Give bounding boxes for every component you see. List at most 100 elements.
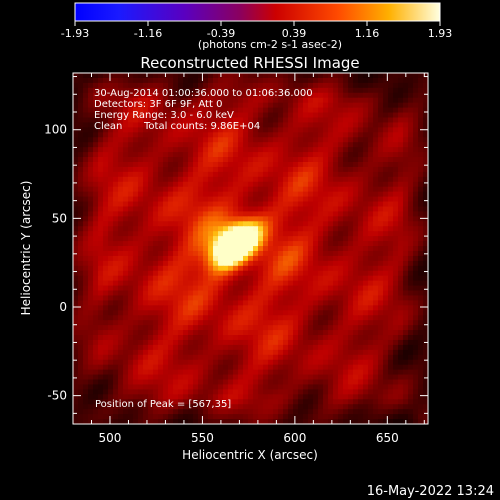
heatmap-cell xyxy=(203,389,209,395)
heatmap-cell xyxy=(323,414,329,420)
heatmap-cell xyxy=(73,206,79,213)
heatmap-cell xyxy=(168,102,174,109)
heatmap-cell xyxy=(243,364,249,371)
heatmap-cell xyxy=(123,92,129,99)
heatmap-cell xyxy=(143,191,149,198)
heatmap-cell xyxy=(218,374,224,381)
heatmap-cell xyxy=(238,87,244,94)
heatmap-cell xyxy=(233,409,239,415)
heatmap-cell xyxy=(83,127,89,133)
heatmap-cell xyxy=(278,394,284,400)
heatmap-cell xyxy=(353,166,359,173)
heatmap-cell xyxy=(253,339,259,346)
heatmap-cell xyxy=(253,241,259,247)
heatmap-cell xyxy=(248,226,254,232)
heatmap-cell xyxy=(113,325,119,331)
heatmap-cell xyxy=(103,394,109,400)
heatmap-cell xyxy=(183,186,189,193)
heatmap-cell xyxy=(418,295,424,301)
heatmap-cell xyxy=(233,236,239,242)
heatmap-cell xyxy=(208,226,214,232)
heatmap-cell xyxy=(148,73,154,79)
heatmap-cell xyxy=(163,349,169,356)
heatmap-cell xyxy=(393,152,399,158)
heatmap-cell xyxy=(233,127,239,133)
heatmap-cell xyxy=(408,290,414,297)
heatmap-cell xyxy=(418,147,424,153)
heatmap-cell xyxy=(183,152,189,158)
heatmap-cell xyxy=(268,201,274,208)
heatmap-cell xyxy=(408,97,414,104)
heatmap-cell xyxy=(228,231,234,237)
heatmap-cell xyxy=(203,300,209,306)
heatmap-cell xyxy=(353,339,359,346)
heatmap-cell xyxy=(158,275,164,282)
heatmap-cell xyxy=(243,270,249,277)
heatmap-cell xyxy=(93,87,99,94)
heatmap-cell xyxy=(263,226,269,232)
heatmap-cell xyxy=(413,171,419,178)
heatmap-cell xyxy=(78,206,84,213)
heatmap-cell xyxy=(73,112,79,119)
heatmap-cell xyxy=(363,290,369,297)
heatmap-cell xyxy=(203,92,209,99)
heatmap-cell xyxy=(368,320,374,326)
heatmap-cell xyxy=(363,166,369,173)
heatmap-cell xyxy=(88,300,94,306)
heatmap-cell xyxy=(98,226,104,232)
heatmap-cell xyxy=(163,201,169,208)
heatmap-cell xyxy=(203,270,209,277)
heatmap-cell xyxy=(143,92,149,99)
heatmap-cell xyxy=(328,166,334,173)
heatmap-cell xyxy=(228,349,234,356)
heatmap-cell xyxy=(133,231,139,237)
heatmap-cell xyxy=(388,166,394,173)
heatmap-cell xyxy=(398,379,404,386)
heatmap-cell xyxy=(218,290,224,297)
heatmap-cell xyxy=(383,226,389,232)
heatmap-cell xyxy=(418,196,424,203)
heatmap-cell xyxy=(328,320,334,326)
heatmap-cell xyxy=(303,201,309,208)
heatmap-cell xyxy=(273,399,279,405)
heatmap-cell xyxy=(118,369,124,376)
heatmap-cell xyxy=(158,73,164,79)
heatmap-cell xyxy=(138,201,144,208)
heatmap-cell xyxy=(308,354,314,361)
heatmap-cell xyxy=(413,374,419,381)
heatmap-cell xyxy=(78,310,84,316)
heatmap-cell xyxy=(253,82,259,89)
heatmap-cell xyxy=(283,330,289,336)
heatmap-cell xyxy=(228,305,234,311)
heatmap-cell xyxy=(283,171,289,178)
heatmap-cell xyxy=(148,122,154,128)
heatmap-cell xyxy=(423,166,428,173)
heatmap-cell xyxy=(143,255,149,262)
heatmap-cell xyxy=(408,280,414,287)
heatmap-cell xyxy=(98,384,104,390)
heatmap-cell xyxy=(308,369,314,376)
heatmap-cell xyxy=(343,122,349,128)
heatmap-cell xyxy=(183,260,189,267)
heatmap-cell xyxy=(293,147,299,153)
heatmap-cell xyxy=(208,339,214,346)
heatmap-cell xyxy=(108,122,114,128)
heatmap-cell xyxy=(218,186,224,193)
heatmap-cell xyxy=(113,236,119,242)
heatmap-cell xyxy=(153,171,159,178)
heatmap-cell xyxy=(343,132,349,138)
heatmap-cell xyxy=(343,344,349,351)
heatmap-cell xyxy=(178,241,184,247)
heatmap-cell xyxy=(373,132,379,138)
heatmap-cell xyxy=(213,359,219,366)
heatmap-cell xyxy=(353,132,359,138)
heatmap-cell xyxy=(198,246,204,252)
heatmap-cell xyxy=(93,112,99,119)
heatmap-cell xyxy=(278,92,284,99)
heatmap-cell xyxy=(278,359,284,366)
heatmap-cell xyxy=(283,285,289,292)
heatmap-cell xyxy=(78,295,84,301)
heatmap-cell xyxy=(223,394,229,400)
heatmap-cell xyxy=(143,315,149,321)
heatmap-cell xyxy=(283,132,289,138)
